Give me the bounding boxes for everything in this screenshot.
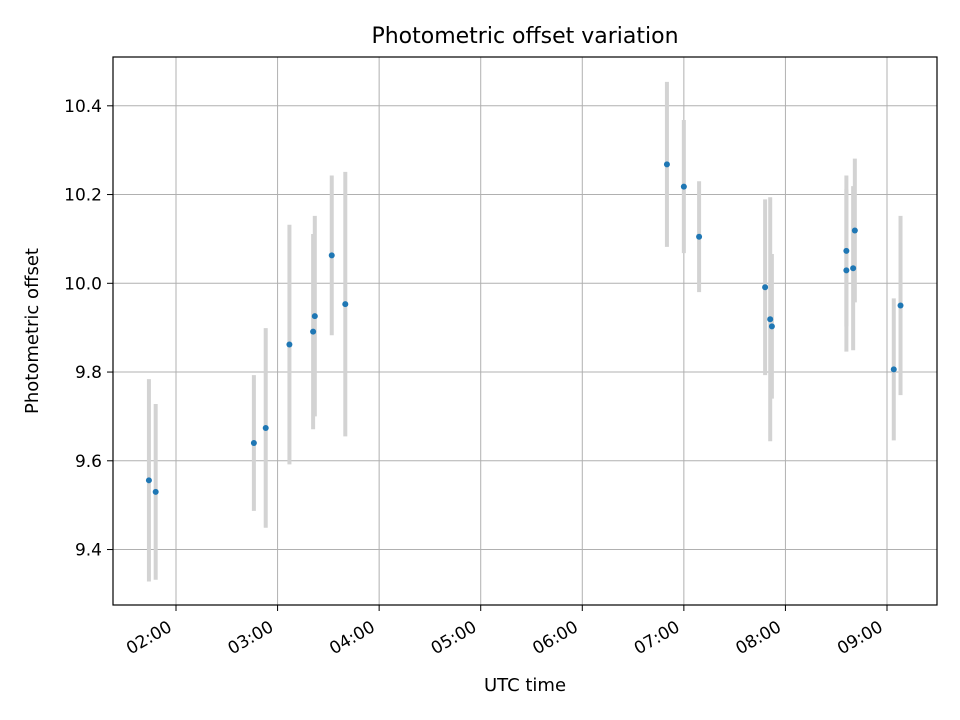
y-tick-label: 10.2 (64, 186, 102, 206)
data-point (680, 183, 687, 190)
y-axis-label: Photometric offset (22, 248, 43, 414)
x-axis-label: UTC time (484, 675, 566, 696)
data-point (310, 328, 317, 335)
data-point (342, 301, 349, 308)
y-axis-ticks: 9.4 9.6 9.8 10.0 10.2 10.4 (64, 97, 113, 561)
data-point (850, 265, 857, 272)
data-point (890, 366, 897, 373)
data-points (145, 161, 904, 495)
data-point (262, 424, 269, 431)
data-point (767, 316, 774, 323)
data-point (145, 477, 152, 484)
data-point (696, 233, 703, 240)
data-point (768, 323, 775, 330)
data-point (843, 247, 850, 254)
data-point (843, 267, 850, 274)
data-point (328, 252, 335, 259)
y-tick-label: 10.0 (64, 274, 102, 294)
y-tick-label: 10.4 (64, 97, 102, 117)
y-tick-label: 9.4 (75, 541, 102, 561)
data-point (897, 302, 904, 309)
plot-frame (112, 56, 938, 606)
y-tick-label: 9.8 (75, 363, 102, 383)
data-point (152, 488, 159, 495)
data-point (250, 440, 257, 447)
data-point (762, 284, 769, 291)
data-point (286, 341, 293, 348)
data-point (851, 227, 858, 234)
data-point (311, 313, 318, 320)
y-tick-label: 9.6 (75, 452, 102, 472)
data-point (663, 161, 670, 168)
chart-title: Photometric offset variation (371, 24, 678, 49)
